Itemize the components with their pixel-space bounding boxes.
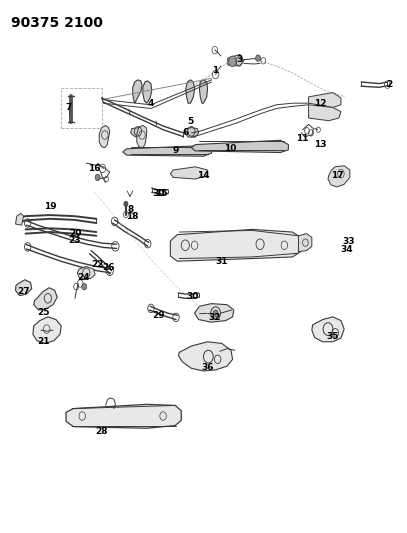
Polygon shape [195, 304, 234, 322]
Text: 8: 8 [128, 205, 134, 214]
Text: 33: 33 [343, 237, 355, 246]
Text: 12: 12 [315, 99, 327, 108]
Text: 29: 29 [152, 311, 164, 320]
Text: 18: 18 [127, 212, 139, 221]
Polygon shape [309, 105, 341, 120]
Circle shape [124, 201, 128, 207]
Polygon shape [171, 167, 208, 179]
Text: 34: 34 [341, 245, 353, 254]
Polygon shape [137, 125, 147, 148]
Polygon shape [228, 54, 244, 66]
Polygon shape [33, 317, 61, 343]
Polygon shape [312, 317, 344, 342]
Text: 10: 10 [223, 144, 236, 153]
Polygon shape [186, 80, 195, 103]
Polygon shape [143, 81, 152, 103]
Polygon shape [133, 80, 142, 103]
Text: 30: 30 [186, 292, 198, 301]
Polygon shape [15, 214, 24, 225]
Text: 25: 25 [37, 308, 50, 317]
Polygon shape [34, 288, 57, 310]
Text: 90375 2100: 90375 2100 [11, 16, 103, 30]
Circle shape [95, 174, 100, 181]
Text: 3: 3 [237, 55, 243, 64]
Polygon shape [77, 266, 95, 280]
Text: 22: 22 [91, 261, 104, 269]
Circle shape [213, 310, 218, 317]
Text: 20: 20 [69, 229, 81, 238]
Text: 13: 13 [315, 140, 327, 149]
Polygon shape [123, 146, 212, 156]
Polygon shape [199, 80, 208, 103]
Text: 30: 30 [152, 189, 164, 198]
Text: 9: 9 [172, 147, 178, 156]
Text: 31: 31 [215, 257, 228, 265]
Polygon shape [178, 342, 233, 371]
Text: 28: 28 [95, 427, 108, 437]
Polygon shape [309, 93, 341, 108]
Polygon shape [185, 127, 199, 137]
Text: 36: 36 [201, 363, 214, 372]
Text: 14: 14 [197, 171, 210, 180]
Circle shape [256, 55, 260, 61]
Polygon shape [171, 229, 300, 261]
Polygon shape [328, 166, 350, 187]
Polygon shape [15, 280, 32, 296]
Text: 5: 5 [188, 117, 194, 126]
Polygon shape [191, 140, 289, 152]
Text: 1: 1 [212, 66, 219, 75]
Text: 35: 35 [326, 332, 339, 341]
Circle shape [82, 284, 87, 290]
Text: 23: 23 [69, 236, 81, 245]
Polygon shape [131, 127, 146, 136]
Bar [61, 88, 102, 127]
Text: 32: 32 [208, 313, 221, 322]
Polygon shape [298, 233, 312, 252]
Text: 27: 27 [18, 287, 30, 296]
Circle shape [229, 56, 236, 67]
Text: 6: 6 [182, 128, 188, 138]
Polygon shape [99, 125, 110, 148]
Text: 24: 24 [77, 272, 90, 281]
Text: 21: 21 [37, 337, 50, 346]
Text: 7: 7 [65, 103, 71, 112]
Text: 2: 2 [386, 80, 393, 89]
Text: 26: 26 [102, 263, 115, 272]
Text: 11: 11 [296, 134, 309, 143]
Text: 16: 16 [88, 165, 101, 173]
Text: 4: 4 [148, 99, 154, 108]
Text: 17: 17 [330, 171, 343, 180]
Text: 15: 15 [155, 189, 167, 198]
Polygon shape [66, 405, 181, 428]
Text: 19: 19 [44, 202, 56, 211]
